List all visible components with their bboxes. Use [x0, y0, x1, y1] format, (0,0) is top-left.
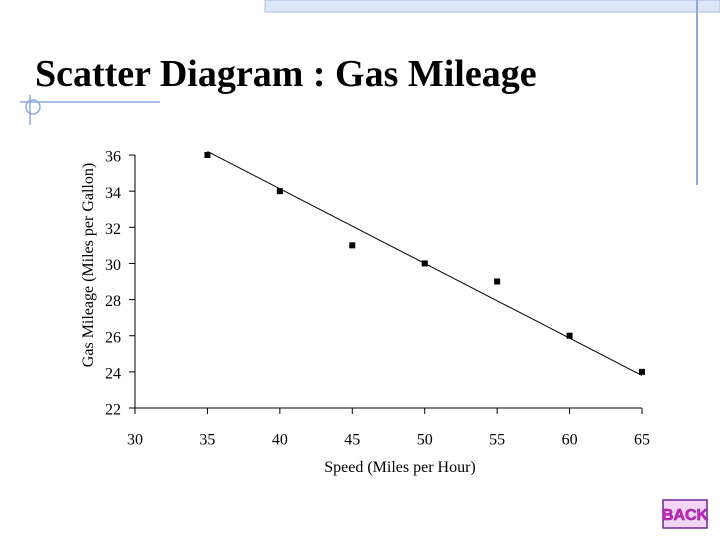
y-tick-label: 32 [105, 221, 121, 238]
back-button-label[interactable]: BACK [662, 507, 709, 525]
point [349, 242, 356, 249]
point [639, 368, 645, 375]
x-tick-label: 60 [562, 432, 578, 449]
y-tick-label: 28 [105, 293, 121, 310]
back-button[interactable]: BACK [662, 499, 709, 529]
point [494, 278, 501, 285]
chart-title: Scatter Diagram : Gas Mileage [35, 53, 537, 95]
x-tick-label: 35 [199, 432, 215, 449]
x-tick-label: 55 [489, 432, 505, 449]
x-tick-label: 30 [127, 432, 143, 449]
deco-circle [25, 99, 41, 115]
y-tick-label: 34 [105, 185, 121, 202]
top-band [264, 0, 720, 13]
x-axis-label: Speed (Miles per Hour) [324, 459, 476, 476]
point [276, 188, 283, 195]
y-tick-label: 36 [105, 149, 121, 166]
y-tick-label: 26 [105, 329, 121, 346]
x-tick-label: 65 [634, 432, 650, 449]
y-tick-label: 30 [105, 257, 121, 274]
back-button-box[interactable] [662, 499, 708, 529]
point [421, 260, 428, 267]
x-tick-label: 40 [272, 432, 288, 449]
x-tick-label: 50 [417, 432, 433, 449]
y-axis-label: Gas Mileage (Miles per Gallon) [80, 163, 97, 367]
point [204, 152, 211, 158]
point [566, 332, 573, 339]
y-tick-label: 22 [105, 402, 121, 419]
y-tick-label: 24 [105, 366, 121, 383]
x-tick-label: 45 [344, 432, 360, 449]
